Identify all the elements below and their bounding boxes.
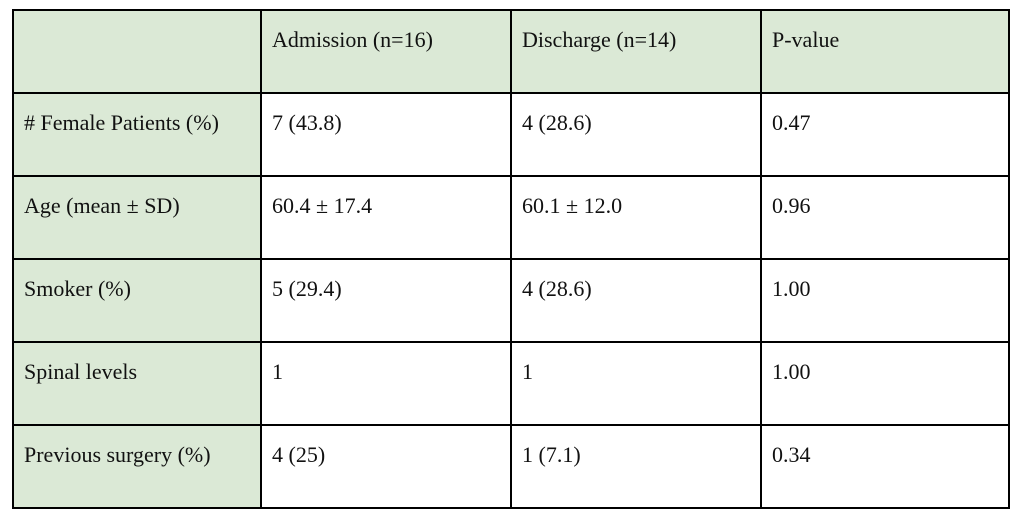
table-cell: # Female Patients (%) (12, 92, 262, 177)
table-row: Spinal levels 1 1 1.00 (12, 341, 1010, 426)
table-row: Smoker (%) 5 (29.4) 4 (28.6) 1.00 (12, 258, 1010, 343)
table-cell: 1.00 (760, 258, 1010, 343)
table-cell: 60.1 ± 12.0 (510, 175, 762, 260)
header-row: Admission (n=16) Discharge (n=14) P-value (12, 9, 1010, 94)
table-cell: 1 (260, 341, 512, 426)
table-cell: P-value (760, 9, 1010, 94)
table-cell: 7 (43.8) (260, 92, 512, 177)
table-row: Previous surgery (%) 4 (25) 1 (7.1) 0.34 (12, 424, 1010, 509)
table-cell: Age (mean ± SD) (12, 175, 262, 260)
table-cell: 0.34 (760, 424, 1010, 509)
table-cell: 60.4 ± 17.4 (260, 175, 512, 260)
table-cell: 0.96 (760, 175, 1010, 260)
table-row: # Female Patients (%) 7 (43.8) 4 (28.6) 0.4… (12, 92, 1010, 177)
table-cell: 5 (29.4) (260, 258, 512, 343)
table-cell: Admission (n=16) (260, 9, 512, 94)
table-cell: 4 (28.6) (510, 258, 762, 343)
table-cell: Smoker (%) (12, 258, 262, 343)
table-cell (12, 9, 262, 94)
table-row: Age (mean ± SD) 60.4 ± 17.4 60.1 ± 12.0 0.9… (12, 175, 1010, 260)
table-cell: 1.00 (760, 341, 1010, 426)
table-cell: 4 (28.6) (510, 92, 762, 177)
table-cell: 1 (510, 341, 762, 426)
table-cell: 0.47 (760, 92, 1010, 177)
table-cell: Discharge (n=14) (510, 9, 762, 94)
data-table: Admission (n=16) Discharge (n=14) P-value #… (12, 9, 1010, 509)
table-cell: 4 (25) (260, 424, 512, 509)
table-cell: 1 (7.1) (510, 424, 762, 509)
table-cell: Spinal levels (12, 341, 262, 426)
table-cell: Previous surgery (%) (12, 424, 262, 509)
